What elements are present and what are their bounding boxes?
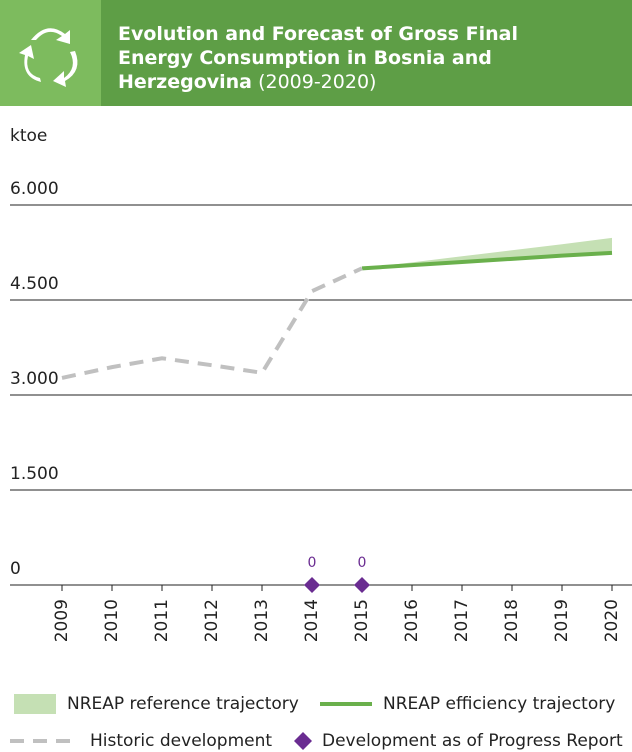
progress-marker — [304, 577, 320, 593]
x-tick-label: 2020 — [602, 599, 622, 642]
y-tick-label: 6.000 — [10, 179, 59, 199]
x-tick-label: 2016 — [402, 599, 422, 642]
legend-label: NREAP reference trajectory — [67, 694, 299, 714]
legend-label: NREAP efficiency trajectory — [383, 694, 615, 714]
x-tick-label: 2015 — [352, 599, 372, 642]
y-tick-label: 4.500 — [10, 274, 59, 294]
chart-title: Evolution and Forecast of Gross Final En… — [118, 23, 518, 93]
legend-label: Historic development — [90, 731, 272, 751]
y-tick-label: 1.500 — [10, 464, 59, 484]
progress-marker — [354, 577, 370, 593]
x-tick-label: 2013 — [252, 599, 272, 642]
x-tick-label: 2011 — [152, 599, 172, 642]
chart-subtitle: (2009-2020) — [258, 71, 377, 93]
legend-swatch — [294, 732, 312, 750]
legend-label: Development as of Progress Report — [322, 731, 623, 751]
recycle-icon — [19, 28, 78, 87]
efficiency-line — [361, 250, 613, 271]
legend-swatch — [14, 694, 56, 714]
y-tick-label: 0 — [10, 559, 21, 579]
header: Evolution and Forecast of Gross Final En… — [118, 22, 518, 94]
header-band — [0, 0, 632, 106]
reference-area — [362, 237, 612, 269]
icon-box — [0, 0, 101, 106]
x-tick-label: 2018 — [502, 599, 522, 642]
data-label: 0 — [308, 555, 317, 571]
data-label: 0 — [358, 555, 367, 571]
y-tick-label: 3.000 — [10, 369, 59, 389]
x-tick-label: 2017 — [452, 599, 472, 642]
y-axis-label: ktoe — [10, 126, 47, 146]
x-tick-label: 2010 — [102, 599, 122, 642]
x-tick-label: 2014 — [302, 599, 322, 642]
x-tick-label: 2019 — [552, 599, 572, 642]
x-tick-label: 2009 — [52, 599, 72, 642]
historic-line — [61, 266, 363, 380]
x-tick-label: 2012 — [202, 599, 222, 642]
